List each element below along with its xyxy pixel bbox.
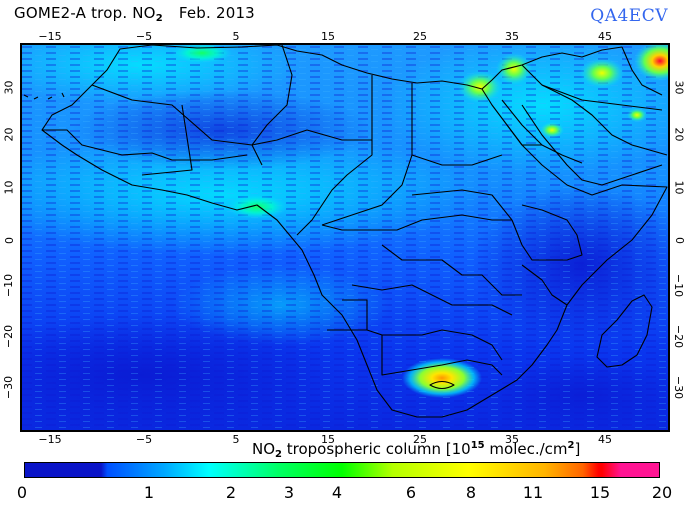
x-tick-label: −15 [38,433,62,446]
y-tick-label: 10 [2,180,16,195]
x-tick-label: 15 [321,30,335,43]
xlabel-exponent: 15 [470,440,485,451]
hotspot-persian-gulf [634,45,668,81]
y-tick-label: 0 [673,237,686,244]
y-tick-label: 0 [3,237,16,244]
colorbar-tick-label: 1 [143,483,155,502]
x-tick-label: 35 [505,433,519,446]
hotspot-nigeria [227,195,287,219]
y-tick-label: 20 [672,127,686,142]
colorbar-tick-label: 2 [225,483,237,502]
title-subscript: 2 [155,13,163,24]
y-tick-label: −20 [672,324,686,349]
x-tick-label: 45 [598,30,612,43]
x-tick-label: 5 [232,30,240,43]
xlabel-subscript: 2 [275,449,282,460]
y-tick-label: 30 [2,80,16,95]
x-tick-label: −5 [135,433,153,446]
y-tick-label: −10 [2,273,16,298]
x-tick-label: −15 [38,30,62,43]
x-tick-label: 15 [321,433,335,446]
y-tick-label: −30 [672,375,686,400]
hotspot-nile-delta [458,71,502,103]
colorbar-tick-label: 6 [405,483,417,502]
title-text: GOME2-A trop. NO [14,4,156,22]
x-tick-label: 35 [505,30,519,43]
xlabel-text: ] [574,440,581,458]
hotspot-levant [496,53,532,85]
hotspot-algeria [172,45,232,63]
xlabel-text: NO [252,440,276,458]
y-tick-label: −10 [672,273,686,298]
y-tick-label: 10 [672,180,686,195]
xlabel-text: tropospheric column [10 [282,440,471,458]
colorbar-tick-label: 11 [522,483,544,502]
colorbar-tick-label: 8 [465,483,477,502]
y-tick-label: 30 [672,80,686,95]
colorbar-tick-label: 20 [651,483,673,502]
title-date: Feb. 2013 [178,4,255,22]
colorbar-title: NO2 tropospheric column [1015 molec./cm2… [252,440,580,460]
y-tick-label: 20 [2,127,16,142]
brand-label: QA4ECV [590,6,668,26]
colorbar-tick-label: 0 [16,483,28,502]
map-frame [20,43,670,432]
xlabel-unit-exponent: 2 [567,440,575,451]
y-tick-label: −20 [2,324,16,349]
chart-title: GOME2-A trop. NO2 Feb. 2013 [14,4,255,24]
x-tick-label: 25 [413,30,427,43]
colorbar-tick-label: 15 [589,483,611,502]
country-borders [23,45,668,418]
colorbar-tick-label: 3 [283,483,295,502]
x-tick-label: −5 [135,30,153,43]
y-tick-label: −30 [2,375,16,400]
colorbar-tick-label: 4 [331,483,343,502]
xlabel-unit: molec./cm [484,440,568,458]
colorbar [24,462,660,478]
x-tick-label: 25 [413,433,427,446]
x-tick-label: 45 [598,433,612,446]
hotspot-south-africa [402,358,482,398]
x-tick-label: 5 [232,433,240,446]
no2-map [22,45,668,430]
